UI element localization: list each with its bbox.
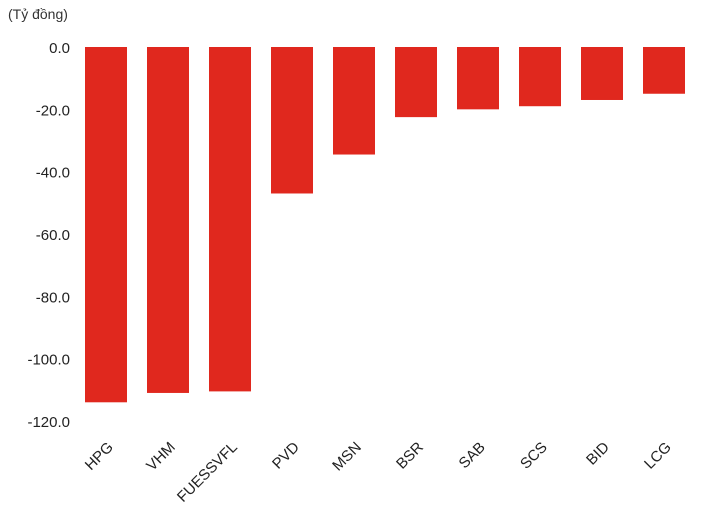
y-tick-label: -120.0: [27, 414, 70, 431]
bar-msn: [333, 47, 375, 155]
bar-pvd: [271, 47, 313, 194]
bar-sab: [457, 47, 499, 110]
bar-scs: [519, 47, 561, 107]
x-tick-label-sab: SAB: [456, 439, 489, 472]
x-tick-label-pvd: PVD: [269, 439, 303, 473]
bar-fuessvfl: [209, 47, 251, 392]
x-tick-label-hpg: HPG: [82, 439, 117, 474]
y-axis-ticks: 0.0 -20.0 -40.0 -60.0 -80.0 -100.0 -120.0: [27, 40, 70, 431]
bar-bid: [581, 47, 623, 100]
y-tick-label: -20.0: [36, 102, 70, 119]
bar-lcg: [643, 47, 685, 94]
bar-vhm: [147, 47, 189, 393]
bars: [85, 47, 685, 403]
bar-hpg: [85, 47, 127, 403]
x-tick-label-vhm: VHM: [143, 439, 179, 475]
y-tick-label: -100.0: [27, 352, 70, 369]
y-tick-label: 0.0: [49, 40, 70, 57]
y-unit-label: (Tỷ đồng): [8, 6, 68, 22]
x-tick-label-msn: MSN: [329, 439, 365, 475]
y-tick-label: -40.0: [36, 165, 70, 182]
x-tick-label-bsr: BSR: [393, 439, 427, 473]
y-tick-label: -80.0: [36, 289, 70, 306]
x-tick-label-fuessvfl: FUESSVFL: [174, 439, 241, 506]
x-tick-label-scs: SCS: [517, 439, 551, 473]
bar-bsr: [395, 47, 437, 118]
x-tick-label-lcg: LCG: [641, 439, 675, 473]
y-tick-label: -60.0: [36, 227, 70, 244]
x-tick-label-bid: BID: [583, 439, 613, 469]
